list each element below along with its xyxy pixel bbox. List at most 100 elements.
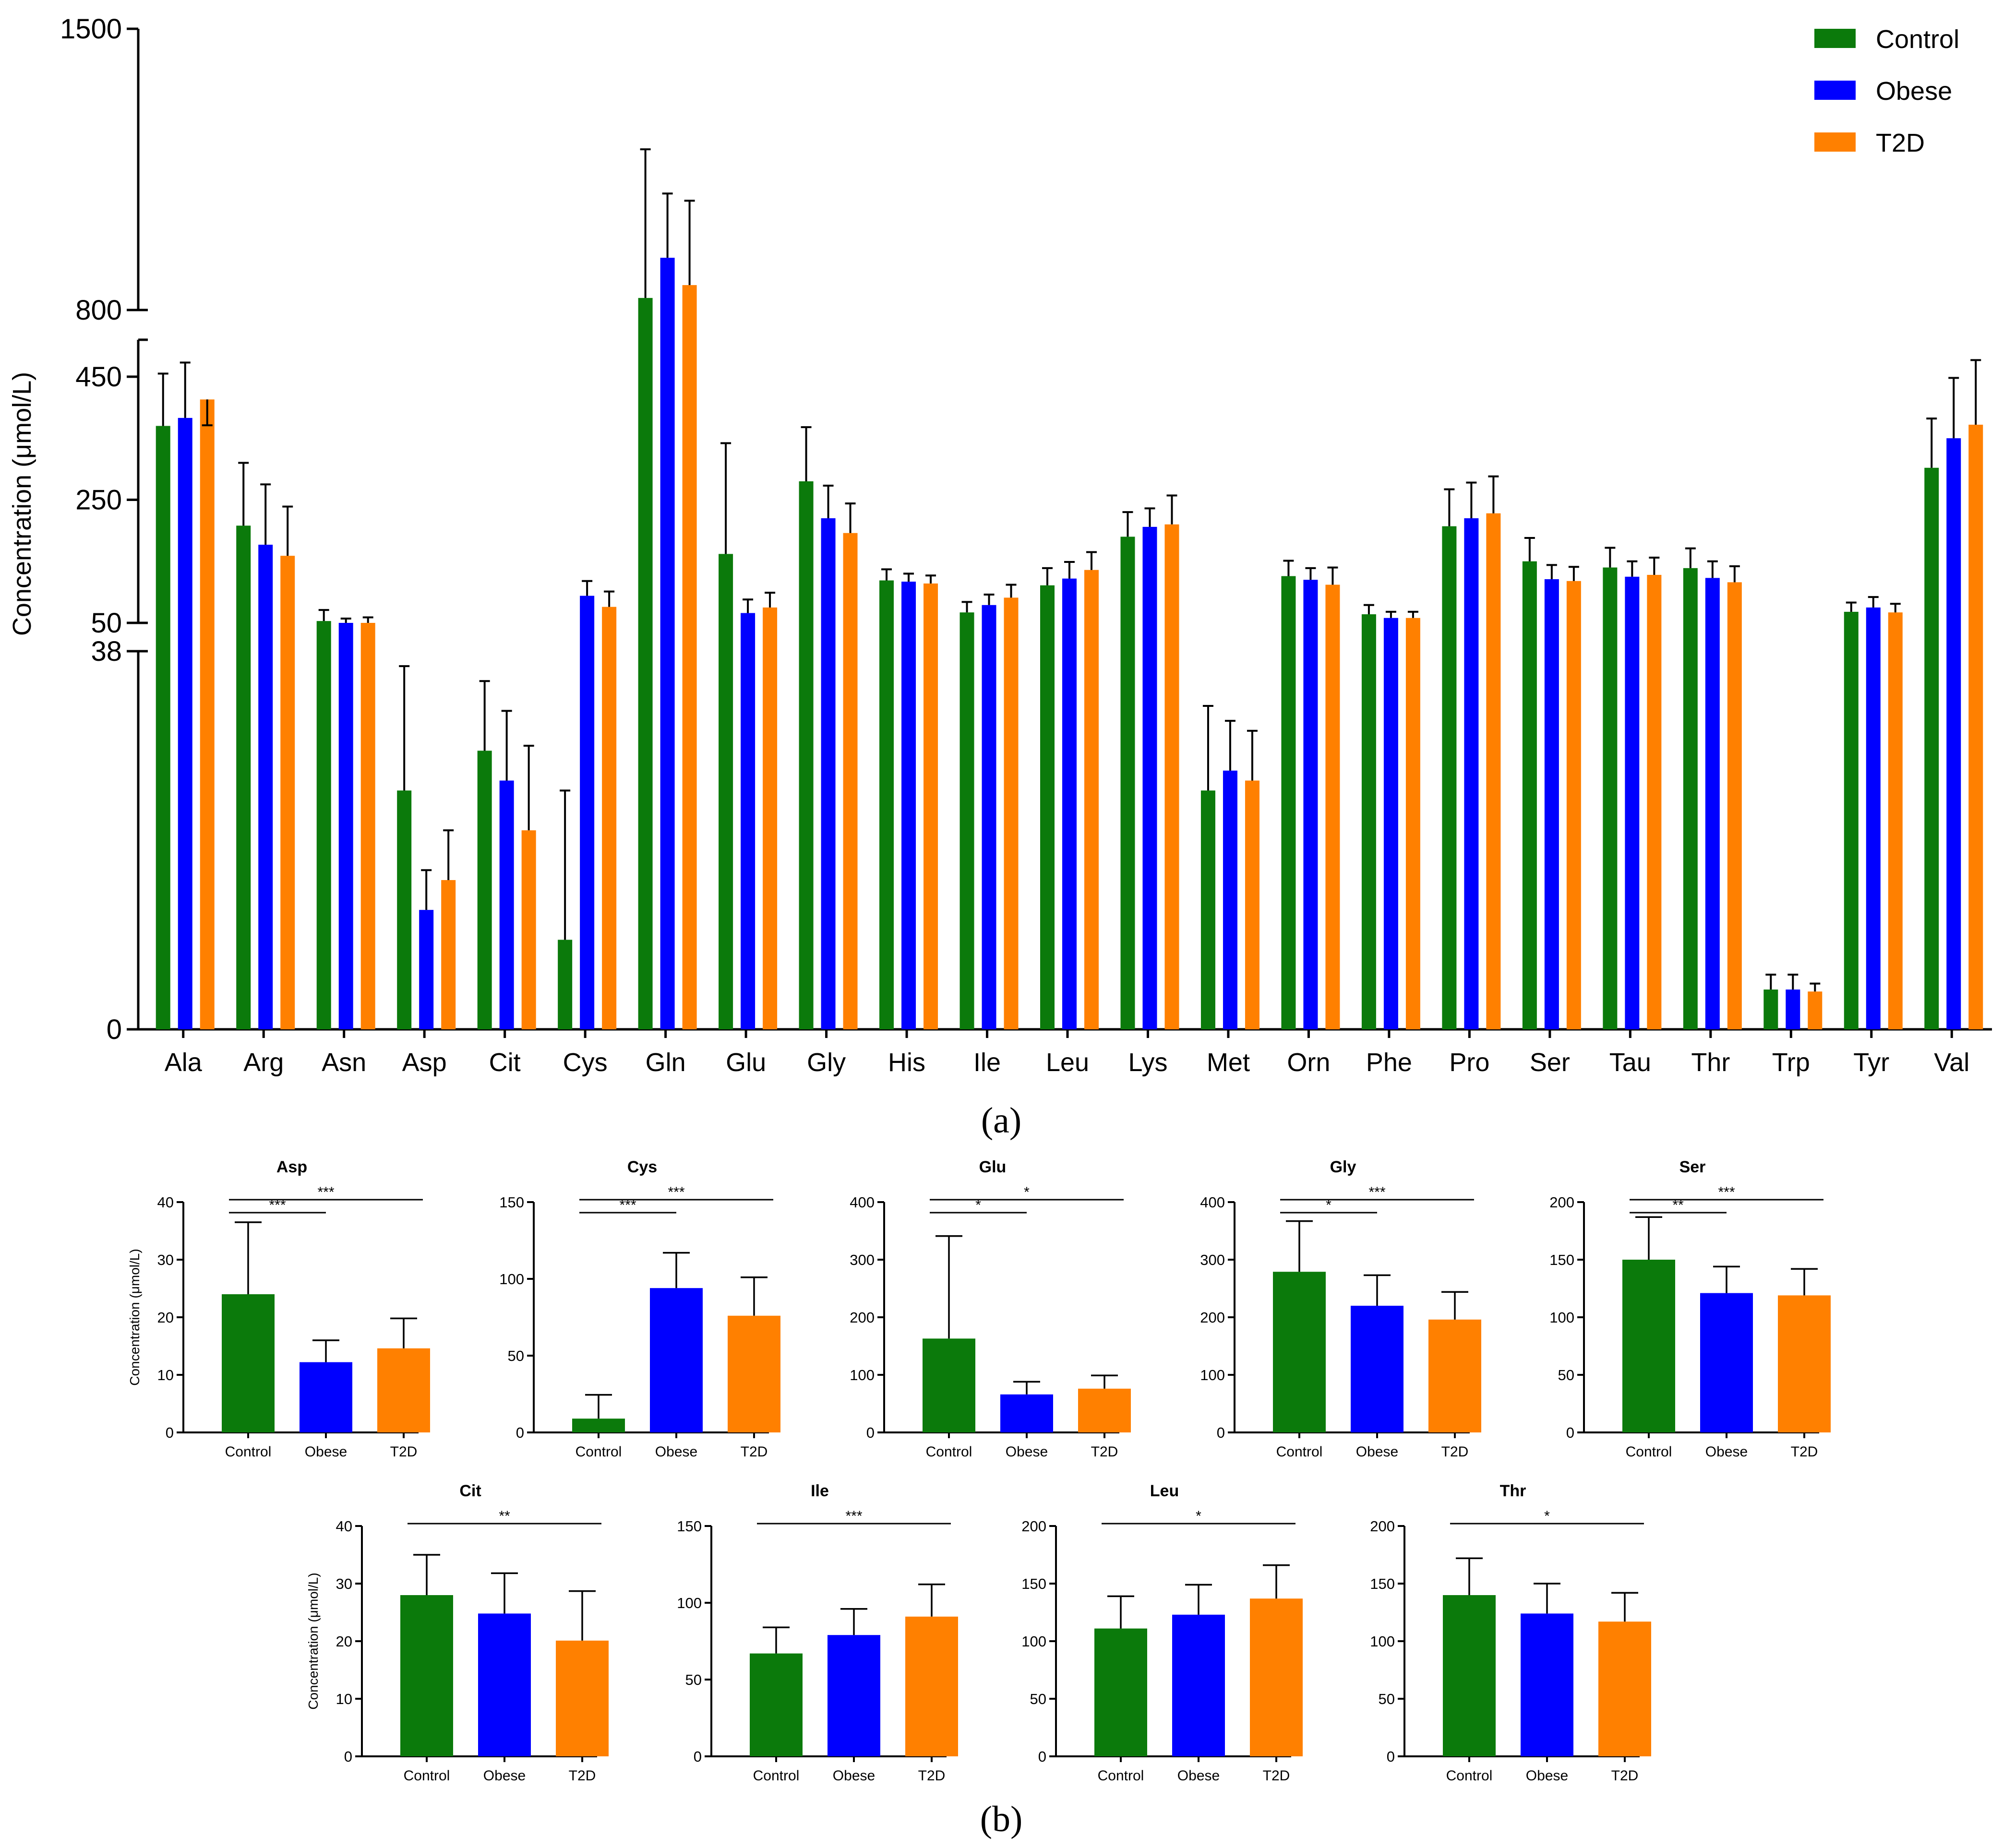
x-tick-label-pro: Pro	[1449, 1048, 1489, 1077]
bar-leu-control	[1094, 1628, 1147, 1756]
panel-b-charts: 0 10 20 30 40 Asp Concentration (μmol/L) Contro…	[127, 1158, 1831, 1784]
y-tick-label: 300	[1200, 1252, 1225, 1268]
bar-glu-obese	[741, 613, 756, 1029]
x-tick-label-val: Val	[1934, 1048, 1969, 1077]
bar-ser-control	[1522, 561, 1537, 1029]
chart-title: Asp	[276, 1158, 307, 1176]
y-tick-label: 150	[1549, 1252, 1574, 1268]
y-tick-label: 30	[336, 1575, 352, 1592]
x-tick-label-asn: Asn	[322, 1048, 366, 1077]
x-tick-label-tau: Tau	[1609, 1048, 1651, 1077]
chart-glu: 0 100 200 300 400 Glu Control Obese T2D * *	[850, 1158, 1131, 1460]
bar-ile-obese	[828, 1635, 880, 1756]
y-tick-label: 30	[157, 1252, 174, 1268]
y-tick-label: 150	[499, 1194, 524, 1211]
bar-asp-control	[222, 1294, 275, 1432]
y-axis-title: Concentration (μmol/L)	[127, 1249, 142, 1385]
bar-cit-control	[477, 751, 492, 1029]
bar-cys-obese	[580, 596, 595, 1029]
y-tick-label: 800	[75, 295, 122, 326]
y-axis-title: Concentration (μmol/L)	[306, 1573, 321, 1709]
x-tick-label-control: Control	[1276, 1444, 1323, 1460]
bar-pro-control	[1442, 526, 1457, 1029]
y-tick-label: 300	[850, 1252, 875, 1268]
significance-label: ***	[1368, 1184, 1385, 1200]
x-tick-label-obese: Obese	[833, 1768, 875, 1784]
bar-val-control	[1924, 467, 1939, 1029]
x-tick-label-t2d: T2D	[918, 1768, 946, 1784]
bar-gln-t2d	[682, 285, 697, 1029]
x-tick-label-obese: Obese	[655, 1444, 697, 1460]
bar-leu-t2d	[1250, 1598, 1303, 1756]
bar-phe-obese	[1383, 618, 1398, 1029]
significance-label: ***	[1718, 1184, 1735, 1200]
x-tick-label-ile: Ile	[973, 1048, 1001, 1077]
y-tick-label: 0	[694, 1748, 702, 1765]
chart-title: Gly	[1330, 1158, 1356, 1176]
bar-gly-obese	[821, 518, 836, 1029]
bar-ser-obese	[1544, 579, 1559, 1029]
chart-ile: 0 50 100 150 Ile Control Obese T2D ***	[677, 1482, 958, 1784]
bar-cys-control	[558, 940, 573, 1029]
chart-title: Cys	[627, 1158, 657, 1176]
x-tick-label-control: Control	[1098, 1768, 1144, 1784]
legend-label-obese: Obese	[1876, 77, 1952, 106]
significance-label: *	[1544, 1508, 1550, 1524]
y-tick-label: 40	[157, 1194, 174, 1211]
bar-asp-obese	[300, 1362, 352, 1432]
bar-tyr-t2d	[1888, 612, 1903, 1029]
significance-label: *	[1024, 1184, 1030, 1200]
y-tick-label: 250	[75, 484, 122, 515]
bar-tyr-obese	[1866, 607, 1881, 1029]
x-tick-label-t2d: T2D	[1263, 1768, 1290, 1784]
x-tick-label-leu: Leu	[1046, 1048, 1089, 1077]
y-tick-label: 100	[850, 1367, 875, 1383]
y-tick-label: 0	[1038, 1748, 1046, 1765]
chart-title: Leu	[1150, 1482, 1179, 1500]
bar-gly-control	[1273, 1272, 1326, 1432]
x-tick-label-obese: Obese	[305, 1444, 347, 1460]
bar-trp-t2d	[1808, 991, 1823, 1029]
x-tick-label-tyr: Tyr	[1853, 1048, 1889, 1077]
x-tick-label-obese: Obese	[1177, 1768, 1220, 1784]
bar-phe-t2d	[1405, 618, 1420, 1029]
bar-arg-control	[236, 525, 251, 1029]
x-tick-label-glu: Glu	[726, 1048, 766, 1077]
bar-asp-t2d	[377, 1348, 430, 1432]
bar-cys-control	[572, 1419, 625, 1432]
bar-asp-obese	[419, 910, 434, 1029]
x-tick-label-ala: Ala	[165, 1048, 203, 1077]
bar-trp-control	[1763, 990, 1778, 1029]
legend-swatch-t2d	[1814, 132, 1856, 152]
significance-label: **	[499, 1508, 510, 1524]
x-tick-label-trp: Trp	[1772, 1048, 1810, 1077]
x-tick-label-t2d: T2D	[569, 1768, 596, 1784]
bar-tau-control	[1603, 567, 1618, 1029]
y-tick-label: 0	[1566, 1424, 1574, 1441]
chart-leu: 0 50 100 150 200 Leu Control Obese T2D *	[1021, 1482, 1303, 1784]
x-tick-label-t2d: T2D	[1091, 1444, 1118, 1460]
bar-gln-control	[638, 298, 653, 1029]
y-tick-label: 200	[1370, 1518, 1395, 1535]
bar-glu-control	[923, 1338, 975, 1432]
x-tick-label-obese: Obese	[1526, 1768, 1568, 1784]
x-tick-label-t2d: T2D	[1791, 1444, 1818, 1460]
bar-cit-obese	[478, 1613, 531, 1756]
y-tick-label: 50	[685, 1671, 702, 1688]
bar-asn-obese	[338, 623, 353, 1029]
x-tick-label-control: Control	[926, 1444, 972, 1460]
significance-label: *	[975, 1197, 981, 1213]
x-tick-label-gly: Gly	[807, 1048, 846, 1077]
panel-b-label: (b)	[980, 1799, 1023, 1839]
bar-asn-t2d	[360, 623, 375, 1029]
significance-label: *	[1326, 1197, 1331, 1213]
y-tick-label: 50	[1379, 1691, 1395, 1707]
bar-leu-t2d	[1084, 570, 1099, 1029]
x-tick-label-his: His	[888, 1048, 925, 1077]
bar-ile-control	[960, 612, 974, 1029]
bar-leu-obese	[1062, 578, 1077, 1029]
bar-his-control	[879, 580, 894, 1029]
y-tick-label: 100	[1021, 1633, 1046, 1650]
